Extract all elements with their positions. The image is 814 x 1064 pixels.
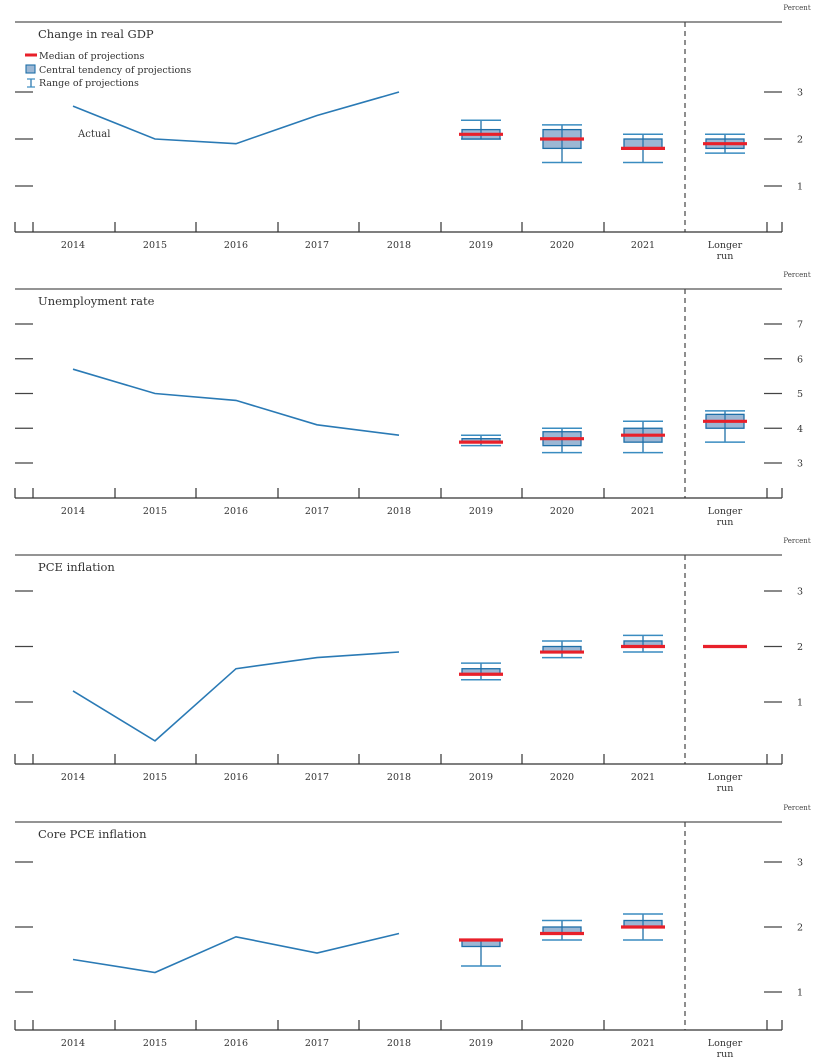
y-tick-label: 1 (797, 182, 803, 193)
x-tick-label: 2017 (305, 240, 329, 251)
y-tick-label: 3 (797, 587, 803, 598)
x-tick-label: 2019 (469, 772, 493, 783)
x-tick-label: 2018 (387, 1038, 411, 1049)
x-tick-label: 2020 (550, 240, 574, 251)
y-tick-label: 3 (797, 459, 803, 470)
x-tick-label: 2017 (305, 506, 329, 517)
y-tick-label: 2 (797, 642, 803, 653)
projection-longer-run (703, 410, 747, 443)
actual-series-line (72, 651, 400, 742)
x-tick-label: 2015 (143, 1038, 167, 1049)
legend-range-label: Range of projections (39, 78, 139, 89)
panel-unemployment-rate: Percent Unemployment rate 3 4 5 6 7 2014 2015 201… (14, 271, 811, 528)
y-tick-label: 3 (797, 858, 803, 869)
x-tick-label-line: run (717, 251, 734, 262)
panel-title: Unemployment rate (38, 294, 155, 308)
x-tick-label: 2020 (550, 1038, 574, 1049)
projection-2020 (540, 919, 584, 941)
x-tick-label: 2021 (631, 240, 655, 251)
x-tick-label: 2021 (631, 772, 655, 783)
actual-series-line (72, 932, 400, 974)
projection-2021 (621, 133, 665, 164)
y-tick-label: 5 (797, 389, 803, 400)
x-tick-label: 2014 (61, 1038, 85, 1049)
x-tick-label: 2016 (224, 772, 248, 783)
x-tick-label: 2016 (224, 1038, 248, 1049)
x-tick-label: 2017 (305, 1038, 329, 1049)
x-tick-label-line: run (717, 517, 734, 528)
y-tick-label: 4 (797, 424, 803, 435)
projection-2020 (540, 427, 584, 454)
projection-longer-run (703, 133, 747, 154)
x-tick-label: 2019 (469, 506, 493, 517)
x-tick-label: 2020 (550, 506, 574, 517)
x-tick-label: 2018 (387, 772, 411, 783)
actual-series-line (72, 91, 400, 145)
x-tick-label: 2019 (469, 240, 493, 251)
projection-2019 (459, 938, 503, 967)
x-tick-label: 2016 (224, 240, 248, 251)
x-tick-label: 2018 (387, 506, 411, 517)
y-tick-label: 1 (797, 698, 803, 709)
legend-median-label: Median of projections (39, 51, 144, 62)
panel-title: PCE inflation (38, 560, 115, 574)
panel-core-pce-inflation: Percent Core PCE inflation 1 2 3 2014 2015 2016… (14, 804, 811, 1060)
x-tick-label: Longer run (708, 772, 743, 794)
x-tick-label: 2015 (143, 240, 167, 251)
legend-central-tendency-icon (25, 64, 36, 74)
x-tick-label: 2015 (143, 772, 167, 783)
y-tick-label: 6 (797, 354, 803, 365)
x-tick-label: 2018 (387, 240, 411, 251)
x-tick-label: 2014 (61, 506, 85, 517)
panel-title: Core PCE inflation (38, 827, 147, 841)
projection-2020 (540, 640, 584, 659)
x-tick-label: 2021 (631, 1038, 655, 1049)
x-tick-label-line: Longer (708, 240, 743, 251)
projection-2021 (621, 634, 665, 653)
projection-2021 (621, 913, 665, 941)
actual-annotation: Actual (77, 129, 110, 140)
x-tick-label: 2020 (550, 772, 574, 783)
projection-2020 (540, 124, 584, 164)
projection-2021 (621, 420, 665, 454)
x-tick-label: 2014 (61, 772, 85, 783)
x-tick-label: Longer run (708, 1038, 743, 1060)
projection-2019 (459, 434, 503, 447)
unit-label: Percent (783, 271, 810, 279)
x-tick-label: 2021 (631, 506, 655, 517)
unit-label: Percent (783, 4, 810, 12)
unit-label: Percent (783, 804, 810, 812)
x-tick-label: Longer run (708, 240, 743, 262)
y-tick-label: 1 (797, 988, 803, 999)
y-tick-label: 2 (797, 135, 803, 146)
x-tick-label: 2015 (143, 506, 167, 517)
x-tick-label-line: run (717, 783, 734, 794)
x-tick-label: 2017 (305, 772, 329, 783)
panel-change-in-real-gdp: Percent Change in real GDP 1 2 3 2014 2015 2016… (14, 4, 811, 262)
x-tick-label: Longer run (708, 506, 743, 528)
x-tick-label-line: run (717, 1049, 734, 1060)
projection-2019 (459, 662, 503, 681)
legend-central-tendency-label: Central tendency of projections (39, 65, 191, 76)
x-tick-label-line: Longer (708, 506, 743, 517)
y-tick-label: 2 (797, 923, 803, 934)
panel-title: Change in real GDP (38, 27, 154, 41)
x-tick-label: 2019 (469, 1038, 493, 1049)
legend: Median of projections Central tendency of… (25, 51, 191, 89)
y-tick-label: 7 (797, 320, 803, 331)
projection-2019 (459, 119, 503, 140)
x-tick-label-line: Longer (708, 1038, 743, 1049)
x-tick-label: 2016 (224, 506, 248, 517)
actual-series-line (72, 368, 400, 436)
unit-label: Percent (783, 537, 810, 545)
x-tick-label: 2014 (61, 240, 85, 251)
y-tick-label: 3 (797, 88, 803, 99)
x-tick-label-line: Longer (708, 772, 743, 783)
panel-pce-inflation: Percent PCE inflation 1 2 3 2014 2015 2016 2017 2… (14, 537, 811, 794)
